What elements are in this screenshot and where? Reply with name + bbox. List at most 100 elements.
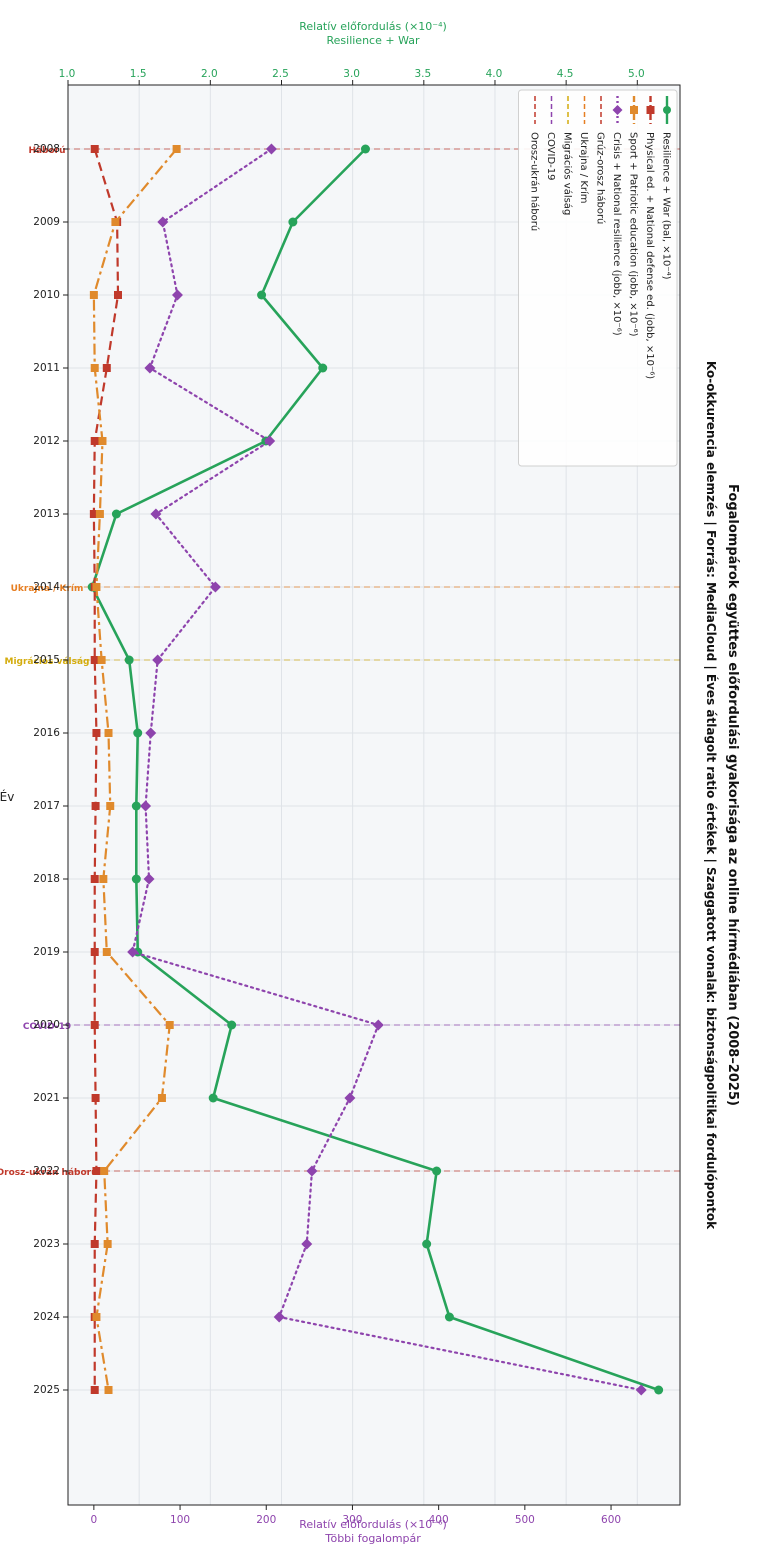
y-right-tick-label: 500 [515,1514,535,1526]
x-axis-label: Év [0,789,14,804]
data-point [90,291,98,299]
x-tick-label: 2018 [33,873,60,885]
x-tick-label: 2013 [33,508,60,520]
y-right-axis-label: Többi fogalompár [324,1532,421,1545]
data-point [445,1313,454,1322]
data-point [166,1021,174,1029]
legend-marker [663,106,671,114]
legend-label: Ukrajna / Krím [578,132,590,204]
y-left-tick-label: 1.0 [59,68,76,80]
legend-label: Sport + Patriotic education (jobb, ×10⁻⁶… [628,132,639,337]
y-right-axis-label: Relatív előfordulás (×10⁻⁶) [299,1518,447,1531]
data-point [158,1094,166,1102]
legend-label: Physical ed. + National defense ed. (job… [644,132,655,379]
legend-label: Resilience + War (bal, ×10⁻⁴) [661,132,672,280]
data-point [288,218,297,227]
data-point [91,948,99,956]
y-right-tick-label: 0 [91,1514,98,1526]
data-point [654,1386,663,1395]
data-point [432,1167,441,1176]
legend-label: Migrációs válság [562,132,574,215]
y-left-tick-label: 5.0 [628,68,645,80]
data-point [99,875,107,883]
y-left-tick-label: 4.5 [557,68,574,80]
data-point [114,291,122,299]
data-point [103,364,111,372]
data-point [111,218,119,226]
y-right-tick-label: 600 [601,1514,621,1526]
data-point [91,145,99,153]
legend-marker [647,106,655,114]
x-tick-label: 2011 [33,362,60,374]
data-point [105,729,113,737]
x-tick-label: 2023 [33,1238,60,1250]
data-point [227,1021,236,1030]
legend-label: COVID-19 [545,132,556,181]
y-left-tick-label: 3.0 [343,68,360,80]
x-tick-label: 2015 [33,654,60,666]
data-point [98,656,106,664]
data-point [133,729,142,738]
data-point [91,1240,99,1248]
data-point [91,1021,99,1029]
data-point [92,1094,100,1102]
data-point [91,364,99,372]
data-point [112,510,121,519]
data-point [92,583,100,591]
x-tick-label: 2012 [33,435,60,447]
x-tick-label: 2017 [33,800,60,812]
data-point [103,948,111,956]
y-left-tick-label: 2.0 [201,68,218,80]
y-left-tick-label: 3.5 [414,68,431,80]
data-point [132,875,141,884]
legend-label: Crisis + National resilience (jobb, ×10⁻… [611,132,622,336]
data-point [209,1094,218,1103]
y-left-tick-label: 2.5 [272,68,289,80]
legend: Resilience + War (bal, ×10⁻⁴) Physical ed… [519,90,678,466]
data-point [104,1240,112,1248]
x-tick-label: 2024 [33,1311,60,1323]
data-point [92,729,100,737]
data-point [98,437,106,445]
data-point [105,1386,113,1394]
data-point [92,1167,100,1175]
x-tick-label: 2016 [33,727,60,739]
chart-title: Fogalompárok együttes előfordulási gyako… [725,484,740,1106]
y-left-axis-label: Resilience + War [326,34,419,47]
x-tick-label: 2019 [33,946,60,958]
data-point [318,364,327,373]
x-tick-label: 2010 [33,289,60,301]
x-tick-label: 2020 [33,1019,60,1031]
data-point [173,145,181,153]
data-point [125,656,134,665]
legend-label: Orosz-ukrán háború [529,132,541,231]
data-point [92,1313,100,1321]
data-point [92,802,100,810]
x-tick-label: 2022 [33,1165,60,1177]
data-point [257,291,266,300]
data-point [91,875,99,883]
data-point [132,802,141,811]
data-point [96,510,104,518]
data-point [422,1240,431,1249]
data-point [91,1386,99,1394]
data-point [106,802,114,810]
y-right-tick-label: 200 [256,1514,276,1526]
x-tick-label: 2021 [33,1092,60,1104]
data-point [91,656,99,664]
legend-marker [630,106,638,114]
data-point [91,437,99,445]
y-left-axis-label: Relatív előfordulás (×10⁻⁴) [299,20,447,33]
y-right-tick-label: 100 [170,1514,190,1526]
y-left-tick-label: 1.5 [130,68,147,80]
x-tick-label: 2025 [33,1384,60,1396]
x-tick-label: 2014 [33,581,60,593]
chart-subtitle: Ko-okkurencia elemzés | Forrás: MediaClo… [704,361,719,1230]
x-tick-label: 2009 [33,216,60,228]
legend-label: Grúz-orosz háború [595,132,607,224]
y-left-tick-label: 4.0 [486,68,503,80]
data-point [100,1167,108,1175]
data-point [361,145,370,154]
